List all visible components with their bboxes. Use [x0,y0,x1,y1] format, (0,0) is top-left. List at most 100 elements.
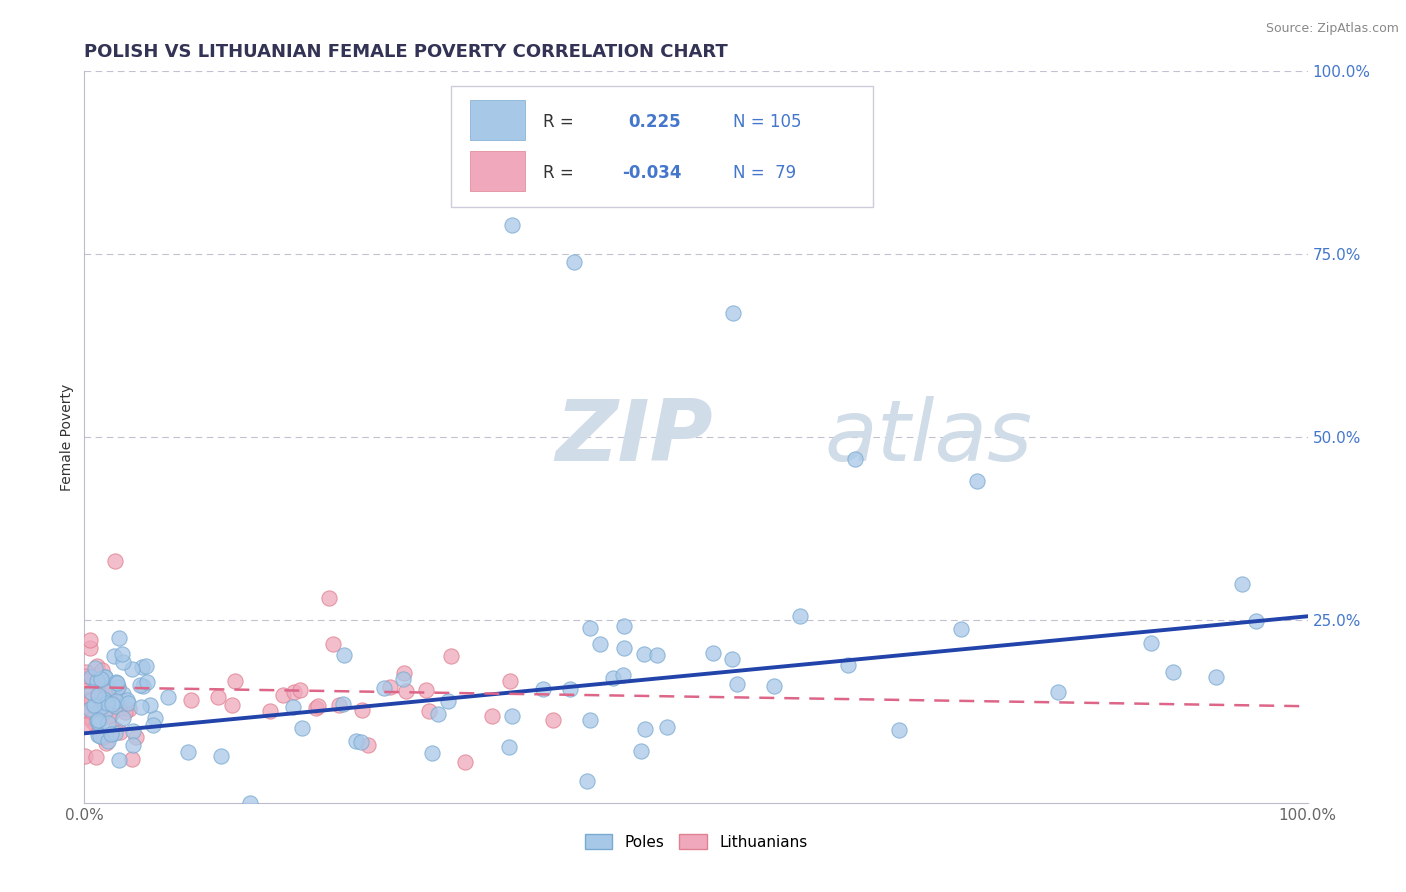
Point [86,695,108,709]
Point [283,685,305,699]
Point [271,688,294,702]
Point [73,672,96,686]
FancyBboxPatch shape [451,86,873,207]
Point [291,721,314,735]
Point [499,673,522,688]
Point [87,715,110,730]
Point [76,709,98,723]
Point [84,661,107,675]
Point [87,701,110,715]
Point [207,690,229,704]
Point [541,713,564,727]
Point [76,679,98,693]
Point [209,748,232,763]
Point [96,696,118,710]
Point [453,755,475,769]
Point [138,698,160,712]
Point [90,672,112,686]
Point [87,728,110,742]
Point [77,698,100,713]
Point [87,691,110,706]
Point [725,677,748,691]
Point [107,680,129,694]
Point [129,678,152,692]
Point [501,708,523,723]
Point [86,714,108,728]
Point [100,707,122,722]
Point [613,619,636,633]
Point [633,648,655,662]
Text: ZIP: ZIP [555,395,713,479]
Point [440,648,463,663]
Point [131,660,153,674]
Point [350,735,373,749]
Point [82,696,104,710]
Point [96,736,118,750]
Point [107,680,129,694]
Point [1230,576,1253,591]
Point [110,724,132,739]
Point [177,745,200,759]
Point [114,705,136,719]
Point [612,668,634,682]
Point [79,702,101,716]
Point [101,697,124,711]
Point [80,692,103,706]
Point [104,722,127,736]
Text: Source: ZipAtlas.com: Source: ZipAtlas.com [1265,22,1399,36]
Point [333,648,356,663]
Point [887,723,910,738]
Point [558,681,581,696]
Point [135,658,157,673]
Point [97,697,120,711]
Point [418,704,440,718]
Text: N = 105: N = 105 [733,113,801,131]
Point [90,663,112,677]
Point [86,674,108,689]
Text: R =: R = [543,164,574,182]
Point [94,670,117,684]
Point [281,700,304,714]
Point [357,739,380,753]
FancyBboxPatch shape [470,100,524,140]
Point [79,640,101,655]
Point [1244,614,1267,628]
Point [82,692,104,706]
Point [108,631,131,645]
Point [239,796,262,810]
Point [373,681,395,696]
Point [84,700,107,714]
Point [75,665,97,679]
Point [122,738,145,752]
Legend: Poles, Lithuanians: Poles, Lithuanians [576,826,815,857]
Point [259,704,281,718]
Y-axis label: Female Poverty: Female Poverty [60,384,75,491]
Point [80,670,103,684]
Point [94,669,117,683]
Point [75,693,97,707]
Point [89,729,111,743]
Point [94,694,117,708]
Point [121,662,143,676]
Point [322,637,344,651]
Point [426,707,449,722]
Point [135,675,157,690]
Point [502,218,524,232]
Point [94,694,117,708]
Point [437,694,460,708]
Point [104,675,127,690]
Point [108,753,131,767]
Point [112,655,135,669]
Point [89,673,111,687]
Point [420,746,443,760]
Point [80,712,103,726]
Point [328,698,350,713]
Point [105,694,128,708]
Point [75,674,97,689]
Point [97,716,120,731]
Point [93,688,115,702]
Point [84,749,107,764]
Point [105,676,128,690]
Point [142,718,165,732]
Point [80,684,103,698]
